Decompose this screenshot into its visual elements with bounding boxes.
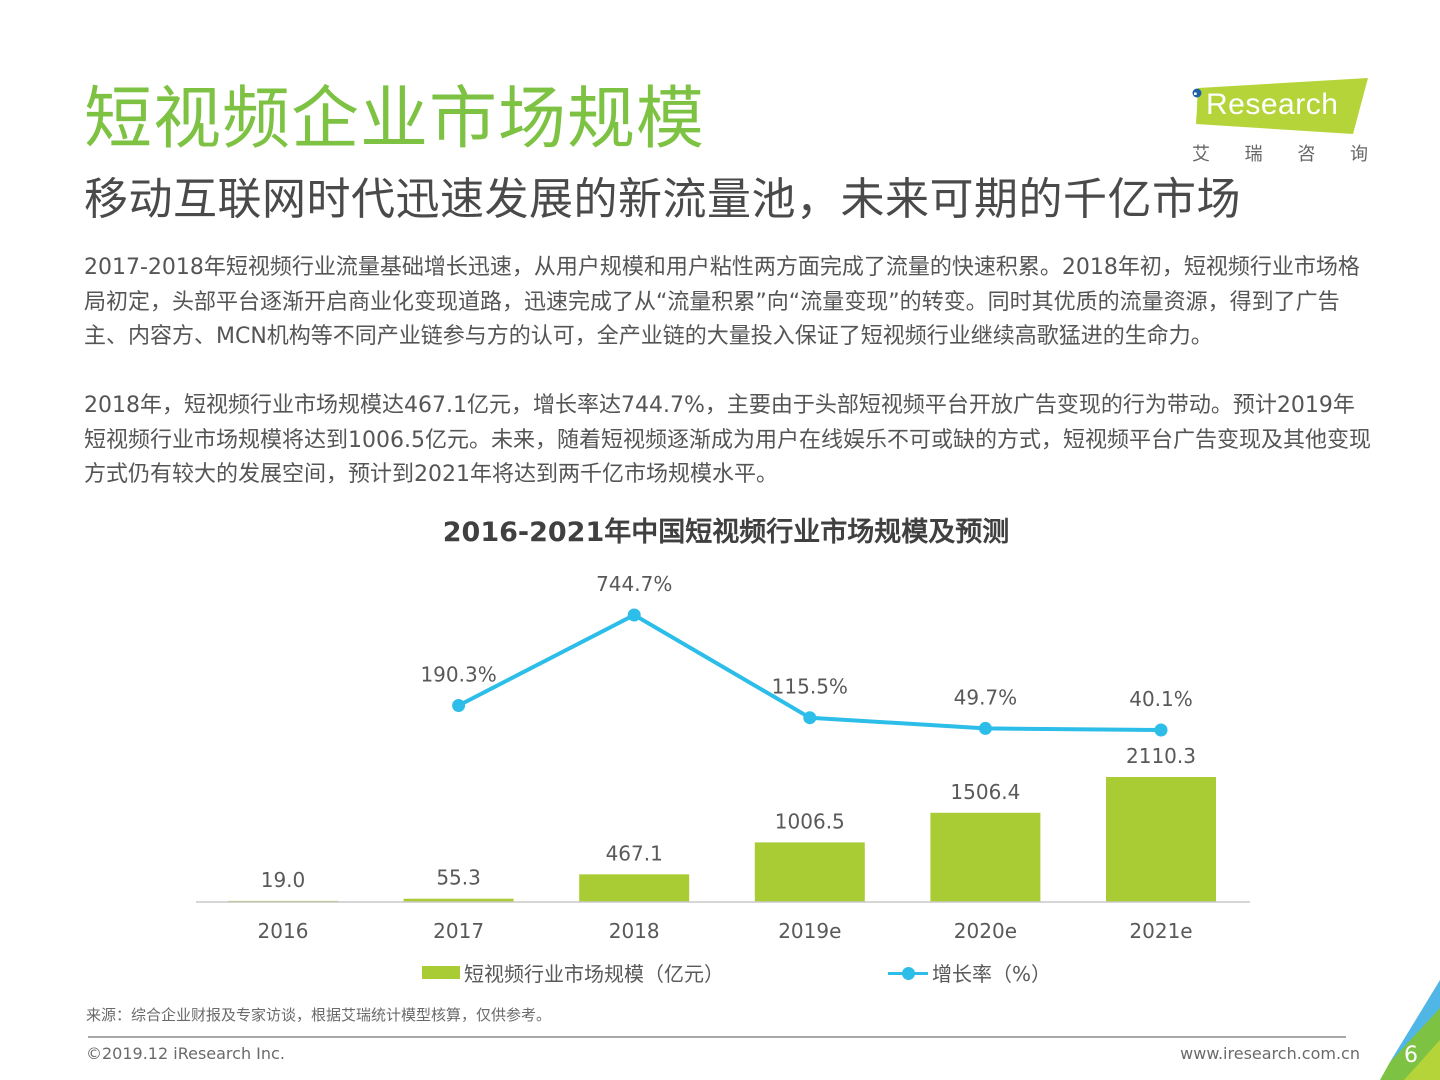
website-link[interactable]: www.iresearch.com.cn	[1180, 1044, 1360, 1063]
logo-wordmark: Research	[1206, 88, 1339, 121]
bar-value-label: 467.1	[606, 841, 663, 865]
bar-value-label: 55.3	[436, 866, 481, 890]
legend-item-growth-rate: 增长率（%）	[888, 958, 1051, 987]
growth-point-2021e	[1154, 723, 1168, 737]
copyright: ©2019.12 iResearch Inc.	[86, 1044, 285, 1063]
bar-value-label: 1006.5	[775, 809, 845, 833]
growth-point-2017	[452, 698, 466, 712]
body-paragraph: 2017-2018年短视频行业流量基础增长迅速，从用户规模和用户粘性两方面完成了…	[84, 255, 1360, 350]
legend-label: 增长率（%）	[932, 962, 1052, 986]
page-number: 6	[1404, 1043, 1418, 1068]
growth-rate-label: 744.7%	[596, 572, 672, 596]
legend-item-market-size: 短视频行业市场规模（亿元）	[422, 958, 724, 987]
growth-rate-label: 40.1%	[1129, 687, 1193, 711]
x-tick-label: 2017	[433, 919, 484, 943]
growth-point-2019e	[803, 711, 817, 725]
logo-char: 瑞	[1244, 144, 1263, 165]
logo-banner-polygon	[1196, 78, 1368, 134]
logo-chinese-name: 艾 瑞 咨 询	[1192, 140, 1368, 166]
bar-2020e	[930, 812, 1041, 902]
iresearch-logo: i Research 艾 瑞 咨 询	[1188, 74, 1378, 169]
x-tick-label: 2020e	[954, 919, 1017, 943]
labels-layer: 19.0 2016 55.3 2017 467.1 2018 1006.5 2019e 1506…	[258, 572, 1196, 943]
bar-value-label: 19.0	[261, 868, 306, 892]
growth-point-2020e	[978, 721, 992, 735]
x-tick-label: 2016	[258, 919, 309, 943]
logo-i-letter: i	[1192, 88, 1199, 121]
logo-banner-shape	[1192, 78, 1368, 134]
bar-2019e	[754, 842, 865, 902]
bars-layer	[228, 777, 1216, 903]
market-size-chart: 19.0 2016 55.3 2017 467.1 2018 1006.5 2019e 1506…	[196, 572, 1250, 943]
bar-2018	[579, 874, 690, 902]
x-tick-label: 2021e	[1129, 919, 1192, 943]
legend-bar-swatch	[422, 966, 460, 979]
growth-rate-label: 115.5%	[772, 675, 848, 699]
bar-value-label: 2110.3	[1126, 744, 1196, 768]
bar-value-label: 1506.4	[950, 780, 1020, 804]
page-title: 短视频企业市场规模	[84, 80, 706, 159]
logo-char: 咨	[1297, 144, 1316, 165]
chart-title: 2016-2021年中国短视频行业市场规模及预测	[442, 517, 1010, 548]
x-tick-label: 2019e	[778, 919, 841, 943]
logo-dot	[1192, 88, 1202, 98]
body-paragraph: 2018年，短视频行业市场规模达467.1亿元，增长率达744.7%，主要由于头…	[84, 393, 1371, 488]
corner-decoration	[1380, 980, 1440, 1080]
logo-char: 询	[1349, 144, 1368, 165]
growth-rate-label: 190.3%	[420, 662, 496, 686]
legend-label: 短视频行业市场规模（亿元）	[464, 962, 724, 986]
x-tick-label: 2018	[609, 919, 660, 943]
logo-char: 艾	[1192, 144, 1210, 165]
corner-blue-shard	[1390, 980, 1440, 1062]
page-subtitle: 移动互联网时代迅速发展的新流量池，未来可期的千亿市场	[84, 174, 1241, 225]
corner-lime-shard	[1404, 1040, 1440, 1080]
growth-point-2018	[627, 608, 641, 622]
growth-line-layer	[452, 608, 1168, 737]
bar-2017	[403, 898, 514, 902]
growth-rate-label: 49.7%	[954, 685, 1018, 709]
bar-2021e	[1106, 777, 1216, 902]
source-note: 来源：综合企业财报及专家访谈，根据艾瑞统计模型核算，仅供参考。	[86, 1006, 552, 1024]
legend-line-swatch	[888, 966, 928, 980]
footer-divider	[88, 1036, 1346, 1038]
